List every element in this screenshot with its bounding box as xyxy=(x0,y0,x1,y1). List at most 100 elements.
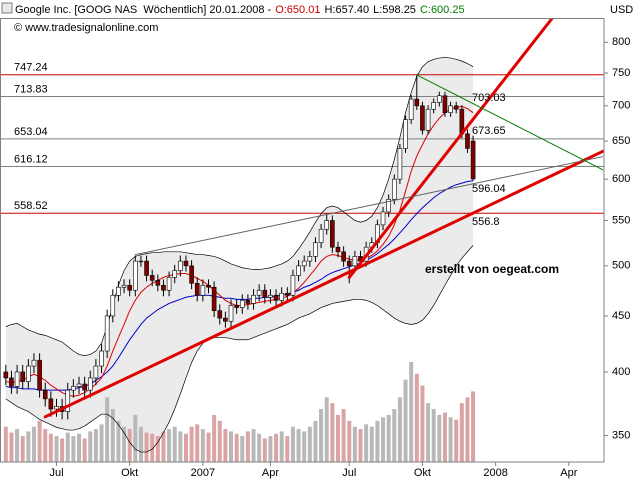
volume-bar xyxy=(403,379,408,462)
candle-body xyxy=(234,305,239,308)
trend-line xyxy=(134,156,604,256)
volume-bar xyxy=(426,403,431,462)
y-tick-label: 750 xyxy=(612,67,630,79)
candle-body xyxy=(380,211,386,226)
candle-body xyxy=(65,389,71,412)
volume-bar xyxy=(217,420,222,462)
candle-body xyxy=(104,315,110,352)
volume-bar xyxy=(93,429,98,462)
volume-bar xyxy=(442,412,447,462)
volume-bar xyxy=(352,426,357,462)
volume-bar xyxy=(189,426,194,462)
volume-bar xyxy=(375,420,380,462)
volume-bar xyxy=(116,420,121,462)
volume-bar xyxy=(397,397,402,462)
candle-body xyxy=(211,286,217,311)
volume-bar xyxy=(251,429,256,462)
volume-bar xyxy=(54,436,59,462)
band-area xyxy=(5,57,474,453)
volume-bar xyxy=(200,429,205,462)
y-tick-label: 700 xyxy=(612,100,630,112)
volume-bar xyxy=(414,373,419,462)
volume-bar xyxy=(358,429,363,462)
candle-body xyxy=(397,148,403,180)
candle-body xyxy=(200,284,206,296)
x-tick-label: Jul xyxy=(342,467,356,479)
candle-body xyxy=(217,310,223,319)
volume-bar xyxy=(122,426,127,462)
volume-bar xyxy=(195,424,200,462)
candle-body xyxy=(149,275,155,281)
volume-bar xyxy=(82,438,87,462)
candle-body xyxy=(465,133,470,149)
volume-bar xyxy=(347,420,352,462)
volume-bar xyxy=(454,419,459,462)
y-tick-label: 550 xyxy=(612,214,630,226)
annotation: 673.65 xyxy=(472,125,506,137)
volume-bar xyxy=(26,431,31,462)
volume-bar xyxy=(268,436,273,462)
volume-bar xyxy=(3,426,8,462)
trend-line xyxy=(347,18,555,279)
title-part: L:598.25 xyxy=(373,4,416,16)
volume-bar xyxy=(155,436,160,462)
level-label: 713.83 xyxy=(14,83,48,95)
volume-bar xyxy=(257,433,262,462)
volume-bar xyxy=(448,417,453,462)
candle-body xyxy=(391,178,397,200)
symbol-icon xyxy=(1,2,13,14)
candle-body xyxy=(330,220,335,248)
volume-bar xyxy=(150,433,155,462)
volume-bar xyxy=(392,409,397,462)
candle-body xyxy=(71,386,76,391)
volume-bar xyxy=(110,409,115,462)
candle-body xyxy=(245,300,251,304)
volume-bar xyxy=(37,420,42,462)
candle-body xyxy=(318,228,324,243)
x-tick-label: Apr xyxy=(560,467,577,479)
volume-bar xyxy=(381,417,386,462)
volume-bar xyxy=(290,426,295,462)
x-tick-label: Okt xyxy=(121,467,138,479)
candle-body xyxy=(324,220,330,230)
volume-bar xyxy=(133,414,138,462)
candle-body xyxy=(313,242,318,257)
candle-body xyxy=(431,102,436,110)
candle-body xyxy=(20,371,26,382)
volume-bar xyxy=(88,431,93,462)
candle-body xyxy=(110,294,116,317)
volume-bar xyxy=(167,429,172,462)
candle-body xyxy=(251,294,256,304)
volume-bar xyxy=(420,385,425,462)
title-part: H:657.40 xyxy=(324,4,369,16)
volume-bar xyxy=(223,429,228,462)
volume-bar xyxy=(161,431,166,462)
candle-body xyxy=(14,371,20,387)
candle-body xyxy=(346,260,352,267)
volume-bar xyxy=(234,433,239,462)
volume-bar xyxy=(127,429,132,462)
trend-line xyxy=(43,149,604,419)
candle-body xyxy=(341,251,346,262)
volume-bar xyxy=(71,436,76,462)
candle-body xyxy=(194,282,200,296)
level-label: 616.12 xyxy=(14,153,48,165)
volume-bar xyxy=(319,409,324,462)
candle-body xyxy=(279,292,284,301)
candle-body xyxy=(178,260,183,271)
candle-body xyxy=(296,265,301,276)
candle-body xyxy=(93,365,99,379)
volume-bar xyxy=(172,426,177,462)
candle-body xyxy=(206,284,211,288)
credit-text: erstellt von oegeat.com xyxy=(425,262,559,276)
band-line xyxy=(5,57,474,356)
volume-bar xyxy=(409,362,414,462)
volume-bar xyxy=(206,432,211,462)
candle-body xyxy=(121,284,127,288)
volume-bar xyxy=(296,429,301,462)
volume-bar xyxy=(15,429,20,462)
candle-body xyxy=(172,270,178,278)
volume-bar xyxy=(459,403,464,462)
level-label: 747.24 xyxy=(14,62,48,74)
volume-bar xyxy=(369,426,374,462)
